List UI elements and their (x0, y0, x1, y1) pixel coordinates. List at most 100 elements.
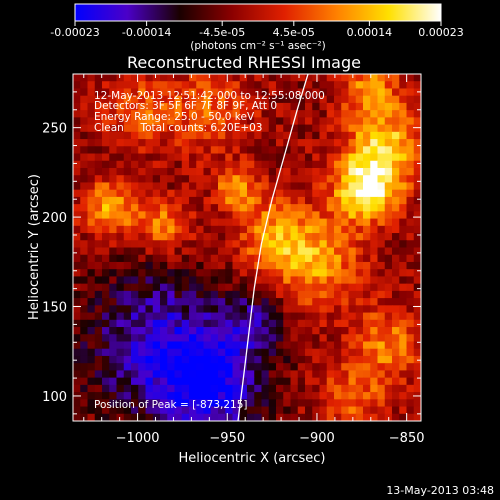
heatmap-cell (305, 240, 313, 249)
heatmap-cell (102, 283, 110, 292)
heatmap-cell (326, 327, 335, 335)
heatmap-cell (189, 211, 197, 220)
heatmap-cell (399, 74, 408, 82)
heatmap-cell (305, 160, 313, 169)
heatmap-cell (167, 204, 176, 212)
heatmap-cell (123, 218, 132, 227)
heatmap-cell (319, 95, 328, 104)
heatmap-cell (189, 254, 197, 263)
heatmap-cell (239, 341, 248, 350)
heatmap-cell (319, 139, 328, 147)
heatmap-cell (160, 247, 168, 256)
heatmap-cell (145, 334, 154, 343)
heatmap-cell (145, 74, 154, 82)
heatmap-cell (80, 276, 89, 285)
heatmap-cell (210, 377, 219, 386)
heatmap-cell (145, 102, 154, 111)
heatmap-cell (131, 211, 139, 220)
heatmap-cell (109, 240, 118, 249)
heatmap-cell (247, 399, 255, 408)
heatmap-cell (232, 290, 241, 299)
heatmap-cell (123, 211, 132, 220)
heatmap-cell (392, 204, 400, 212)
heatmap-cell (174, 153, 183, 162)
heatmap-cell (109, 211, 118, 220)
heatmap-cell (138, 211, 147, 220)
heatmap-cell (392, 211, 400, 220)
heatmap-cell (174, 124, 183, 133)
heatmap-cell (131, 370, 139, 379)
heatmap-cell (334, 283, 342, 292)
heatmap-cell (283, 355, 292, 364)
heatmap-cell (181, 211, 190, 220)
heatmap-cell (174, 117, 183, 126)
heatmap-cell (210, 392, 219, 400)
heatmap-cell (319, 334, 328, 343)
heatmap-cell (203, 204, 212, 212)
heatmap-cell (297, 146, 306, 155)
heatmap-cell (268, 153, 277, 162)
heatmap-cell (239, 312, 248, 321)
heatmap-cell (413, 305, 421, 314)
heatmap-cell (406, 88, 415, 97)
heatmap-cell (276, 254, 284, 263)
heatmap-cell (406, 124, 415, 133)
heatmap-cell (160, 95, 168, 104)
heatmap-cell (152, 370, 161, 379)
heatmap-cell (355, 211, 364, 220)
heatmap-cell (377, 327, 386, 335)
heatmap-cell (392, 319, 400, 328)
heatmap-cell (363, 204, 371, 212)
heatmap-cell (348, 153, 357, 162)
heatmap-cell (363, 298, 371, 306)
heatmap-cell (261, 110, 270, 118)
heatmap-cell (102, 276, 110, 285)
heatmap-cell (152, 88, 161, 97)
heatmap-cell (312, 204, 321, 212)
heatmap-cell (297, 413, 306, 421)
heatmap-cell (73, 334, 81, 343)
heatmap-cell (80, 334, 89, 343)
heatmap-cell (413, 240, 421, 249)
heatmap-cell (87, 341, 96, 350)
heatmap-cell (174, 131, 183, 140)
heatmap-cell (312, 247, 321, 256)
heatmap-cell (355, 182, 364, 191)
heatmap-cell (160, 211, 168, 220)
heatmap-cell (94, 254, 103, 263)
heatmap-cell (160, 233, 168, 241)
heatmap-cell (109, 110, 118, 118)
heatmap-cell (94, 139, 103, 147)
heatmap-cell (225, 261, 234, 270)
heatmap-cell (312, 211, 321, 220)
heatmap-cell (167, 305, 176, 314)
heatmap-cell (413, 218, 421, 227)
heatmap-cell (123, 146, 132, 155)
heatmap-cell (189, 327, 197, 335)
heatmap-cell (73, 290, 81, 299)
heatmap-cell (297, 139, 306, 147)
heatmap-cell (312, 377, 321, 386)
heatmap-cell (334, 363, 342, 371)
heatmap-cell (73, 102, 81, 111)
heatmap-cell (384, 153, 393, 162)
heatmap-cell (145, 225, 154, 234)
heatmap-cell (334, 312, 342, 321)
heatmap-cell (268, 124, 277, 133)
heatmap-cell (290, 406, 299, 415)
heatmap-cell (225, 124, 234, 133)
heatmap-cell (203, 413, 212, 421)
heatmap-cell (109, 341, 118, 350)
heatmap-cell (102, 160, 110, 169)
heatmap-cell (268, 204, 277, 212)
heatmap-cell (145, 139, 154, 147)
heatmap-cell (123, 95, 132, 104)
heatmap-cell (138, 233, 147, 241)
heatmap-cell (290, 363, 299, 371)
heatmap-cell (145, 110, 154, 118)
heatmap-cell (319, 254, 328, 263)
heatmap-cell (406, 182, 415, 191)
heatmap-cell (283, 406, 292, 415)
heatmap-cell (174, 370, 183, 379)
heatmap-cell (102, 110, 110, 118)
